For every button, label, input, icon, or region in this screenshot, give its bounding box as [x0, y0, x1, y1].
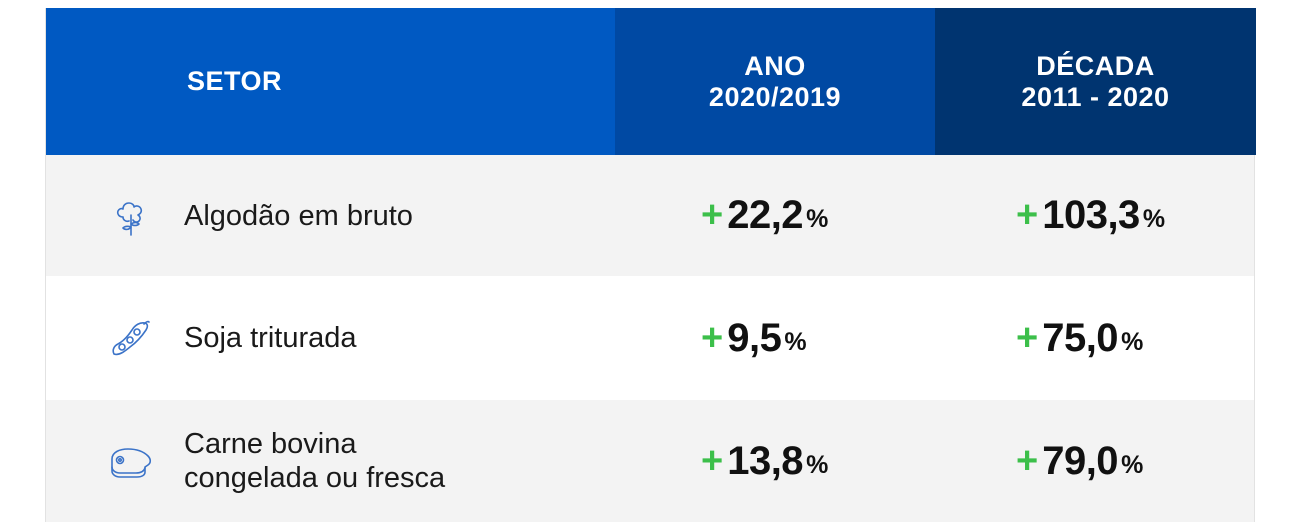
- header-setor-label: SETOR: [187, 66, 283, 96]
- plus-sign: +: [701, 316, 724, 359]
- decada-change: + 103,3 %: [1016, 155, 1165, 276]
- ano-value: 22,2: [727, 193, 804, 237]
- ano-value: 9,5: [727, 315, 782, 360]
- header-setor: SETOR: [46, 8, 615, 155]
- table-row: Soja triturada + 9,5 % + 75,0 %: [46, 276, 1254, 400]
- ano-value: 13,8: [727, 438, 804, 483]
- header-ano: ANO 2020/2019: [615, 8, 935, 171]
- sector-name: Soja triturada: [184, 322, 357, 354]
- table-header: SETOR ANO 2020/2019 DÉCADA 2011 - 2020: [46, 8, 1256, 171]
- cotton-plant-icon: [106, 195, 156, 245]
- decada-value: 103,3: [1042, 193, 1140, 237]
- sector-growth-table: SETOR ANO 2020/2019 DÉCADA 2011 - 2020: [45, 8, 1256, 522]
- decada-value: 75,0: [1042, 315, 1119, 360]
- table-row: Carne bovina congelada ou fresca + 13,8 …: [46, 400, 1254, 522]
- ano-change: + 13,8 %: [701, 400, 828, 522]
- ano-change: + 9,5 %: [701, 276, 807, 400]
- plus-sign: +: [701, 439, 724, 482]
- header-decada: DÉCADA 2011 - 2020: [935, 8, 1256, 171]
- header-decada-period: 2011 - 2020: [1021, 82, 1170, 112]
- plus-sign: +: [1016, 194, 1039, 236]
- percent-sign: %: [1121, 327, 1144, 356]
- header-decada-title: DÉCADA: [1036, 51, 1155, 81]
- soybean-pod-icon: [106, 314, 156, 364]
- sector-name: Carne bovina congelada ou fresca: [184, 427, 445, 495]
- plus-sign: +: [1016, 316, 1039, 359]
- sector-name-line2: congelada ou fresca: [184, 462, 446, 494]
- plus-sign: +: [701, 194, 724, 236]
- decada-value: 79,0: [1042, 438, 1119, 483]
- percent-sign: %: [806, 205, 829, 233]
- sector-name-line1: Carne bovina: [184, 428, 357, 460]
- sector-name: Algodão em bruto: [184, 199, 413, 232]
- percent-sign: %: [784, 327, 807, 356]
- percent-sign: %: [806, 450, 829, 479]
- plus-sign: +: [1016, 439, 1039, 482]
- header-ano-title: ANO: [744, 51, 806, 81]
- ano-change: + 22,2 %: [701, 155, 828, 276]
- percent-sign: %: [1142, 205, 1166, 233]
- decada-change: + 79,0 %: [1016, 400, 1143, 522]
- decada-change: + 75,0 %: [1016, 276, 1143, 400]
- beef-steak-icon: [106, 437, 156, 487]
- header-ano-period: 2020/2019: [708, 82, 842, 112]
- table-row: Algodão em bruto + 22,2 % + 103,3 %: [46, 155, 1254, 276]
- percent-sign: %: [1121, 450, 1144, 479]
